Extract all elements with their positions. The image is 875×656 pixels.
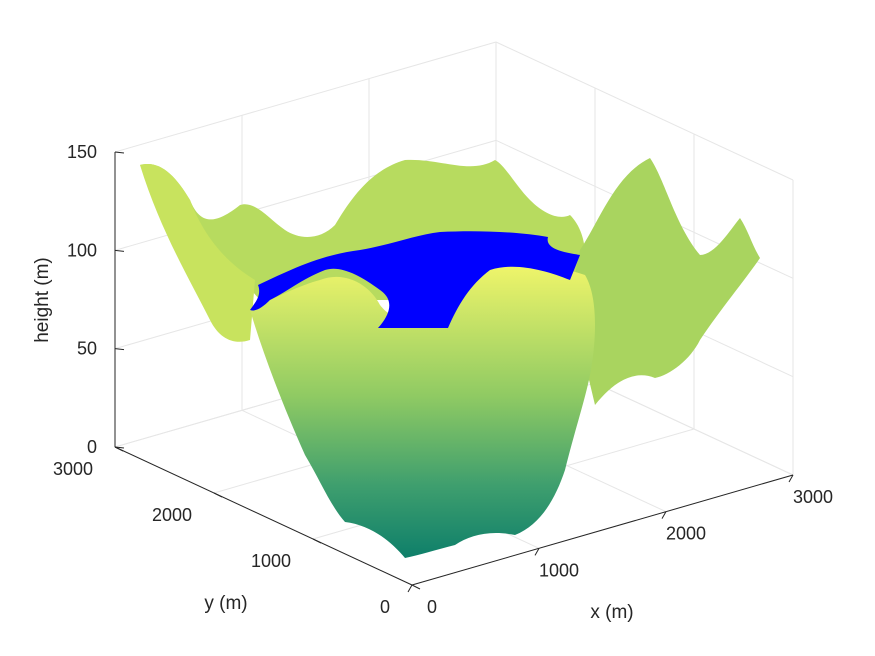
z-tick-label: 150 <box>67 142 97 162</box>
y-tick-label: 0 <box>380 597 390 617</box>
x-tick-label: 3000 <box>793 487 833 507</box>
x-axis-line <box>411 474 794 586</box>
z-axis-label: height (m) <box>32 257 53 343</box>
y-axis-line <box>114 446 413 586</box>
y-axis-label: y (m) <box>204 593 247 614</box>
terrain-surface <box>140 158 760 558</box>
y-tick-label: 1000 <box>251 551 291 571</box>
y-tick <box>411 584 421 590</box>
x-tick-label: 0 <box>427 597 437 617</box>
x-tick-label: 1000 <box>539 560 579 580</box>
z-tick <box>114 249 125 252</box>
grid-line <box>114 41 497 153</box>
y-tick-label: 3000 <box>53 459 93 479</box>
y-tick-label: 2000 <box>152 505 192 525</box>
y-tick <box>312 538 322 544</box>
x-tick <box>661 511 667 519</box>
z-tick <box>114 151 125 154</box>
x-tick <box>534 548 540 556</box>
z-tick <box>114 348 125 351</box>
z-tick-label: 50 <box>77 339 97 359</box>
y-tick <box>213 492 223 498</box>
water-plane <box>250 231 580 328</box>
axes <box>114 151 794 593</box>
z-tick <box>114 446 125 449</box>
grid-line <box>495 41 794 181</box>
z-tick-label: 0 <box>87 437 97 457</box>
y-tick <box>114 446 124 452</box>
x-axis-label: x (m) <box>590 602 633 623</box>
z-tick-label: 100 <box>67 240 97 260</box>
x-tick <box>407 584 413 593</box>
x-tick-label: 2000 <box>666 524 706 544</box>
x-tick <box>788 474 794 483</box>
